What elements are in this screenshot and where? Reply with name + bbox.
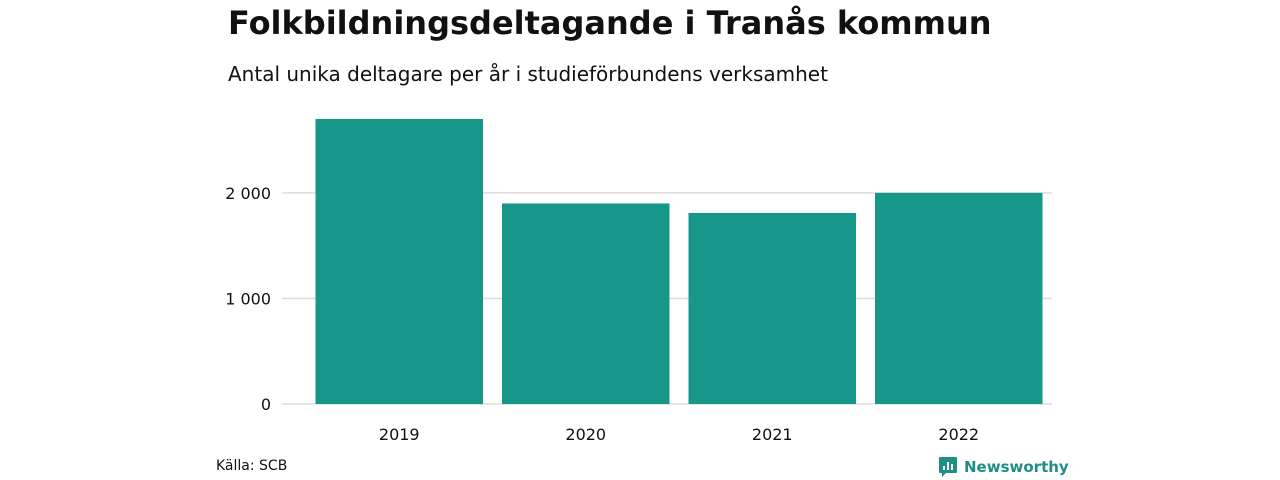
x-tick-label: 2021 <box>752 425 793 444</box>
brand-logo: Newsworthy <box>938 456 1069 478</box>
newsworthy-logo-icon <box>939 457 957 477</box>
x-tick-label: 2022 <box>938 425 979 444</box>
bar-2021 <box>688 212 856 404</box>
bar-2022 <box>875 192 1043 404</box>
x-tick-label: 2020 <box>565 425 606 444</box>
y-tick-label: 2 000 <box>225 184 271 203</box>
label-layer: 0 1 000 2 000 2019 2020 2021 2022 <box>225 184 979 444</box>
chart-subtitle: Antal unika deltagare per år i studieför… <box>228 62 828 86</box>
bar-2019 <box>315 119 483 404</box>
chart-title: Folkbildningsdeltagande i Tranås kommun <box>228 4 992 42</box>
bar-2020 <box>502 203 670 404</box>
x-tick-label: 2019 <box>379 425 420 444</box>
brand-name: Newsworthy <box>964 458 1069 476</box>
y-tick-label: 0 <box>261 395 271 414</box>
bar-layer <box>315 119 1043 404</box>
y-tick-label: 1 000 <box>225 289 271 308</box>
source-note: Källa: SCB <box>216 458 288 474</box>
